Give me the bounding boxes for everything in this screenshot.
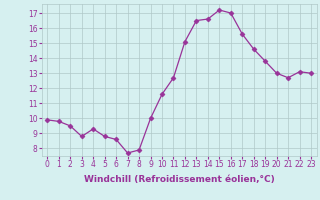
X-axis label: Windchill (Refroidissement éolien,°C): Windchill (Refroidissement éolien,°C) <box>84 175 275 184</box>
